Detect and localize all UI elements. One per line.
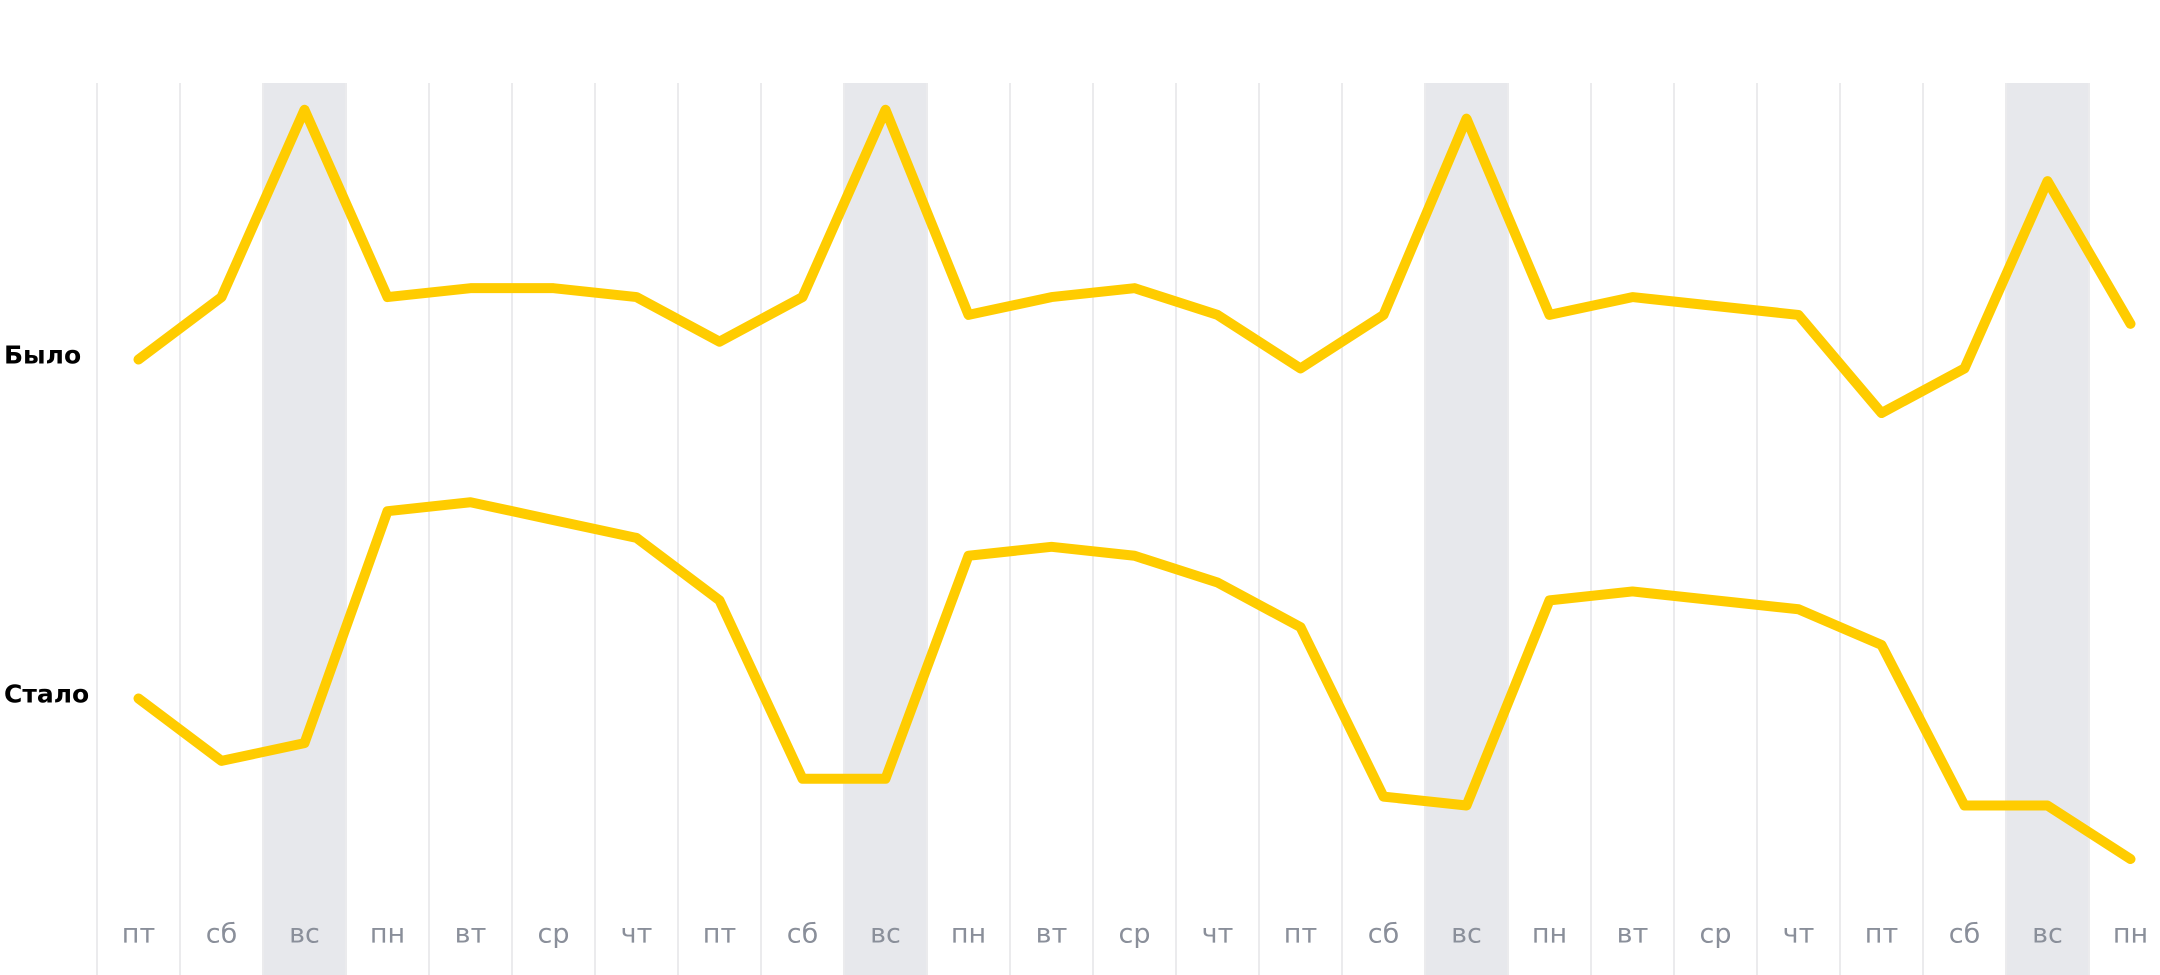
weekend-shade — [263, 83, 346, 975]
x-tick-label: сб — [206, 919, 238, 950]
x-tick-label: пн — [370, 919, 405, 950]
x-tick-label: пт — [1284, 919, 1317, 950]
x-tick-label: пн — [1532, 919, 1567, 950]
x-tick-label: вт — [1036, 919, 1068, 950]
x-tick-label: сб — [1949, 919, 1981, 950]
x-tick-label: ср — [1119, 919, 1151, 950]
series-label: Стало — [4, 679, 89, 708]
x-tick-label: чт — [621, 919, 653, 950]
weekend-shade — [1425, 83, 1508, 975]
x-tick-label: сб — [787, 919, 819, 950]
weekend-shade — [2006, 83, 2089, 975]
x-tick-label: вт — [455, 919, 487, 950]
x-tick-label: пт — [703, 919, 736, 950]
x-tick-label: вс — [870, 919, 901, 950]
x-tick-label: пн — [951, 919, 986, 950]
weekend-shade — [844, 83, 927, 975]
x-tick-label: пт — [1865, 919, 1898, 950]
x-tick-label: чт — [1783, 919, 1815, 950]
x-tick-label: вс — [1451, 919, 1482, 950]
x-tick-label: ср — [1700, 919, 1732, 950]
x-tick-label: вс — [2032, 919, 2063, 950]
x-tick-label: вт — [1617, 919, 1649, 950]
x-tick-label: пн — [2113, 919, 2148, 950]
x-tick-label: чт — [1202, 919, 1234, 950]
x-tick-label: вс — [289, 919, 320, 950]
series-label: Было — [4, 341, 81, 370]
series-line — [133, 497, 2136, 865]
x-tick-label: пт — [122, 919, 155, 950]
series-line — [133, 104, 2136, 419]
x-tick-label: ср — [538, 919, 570, 950]
x-tick-label: сб — [1368, 919, 1400, 950]
